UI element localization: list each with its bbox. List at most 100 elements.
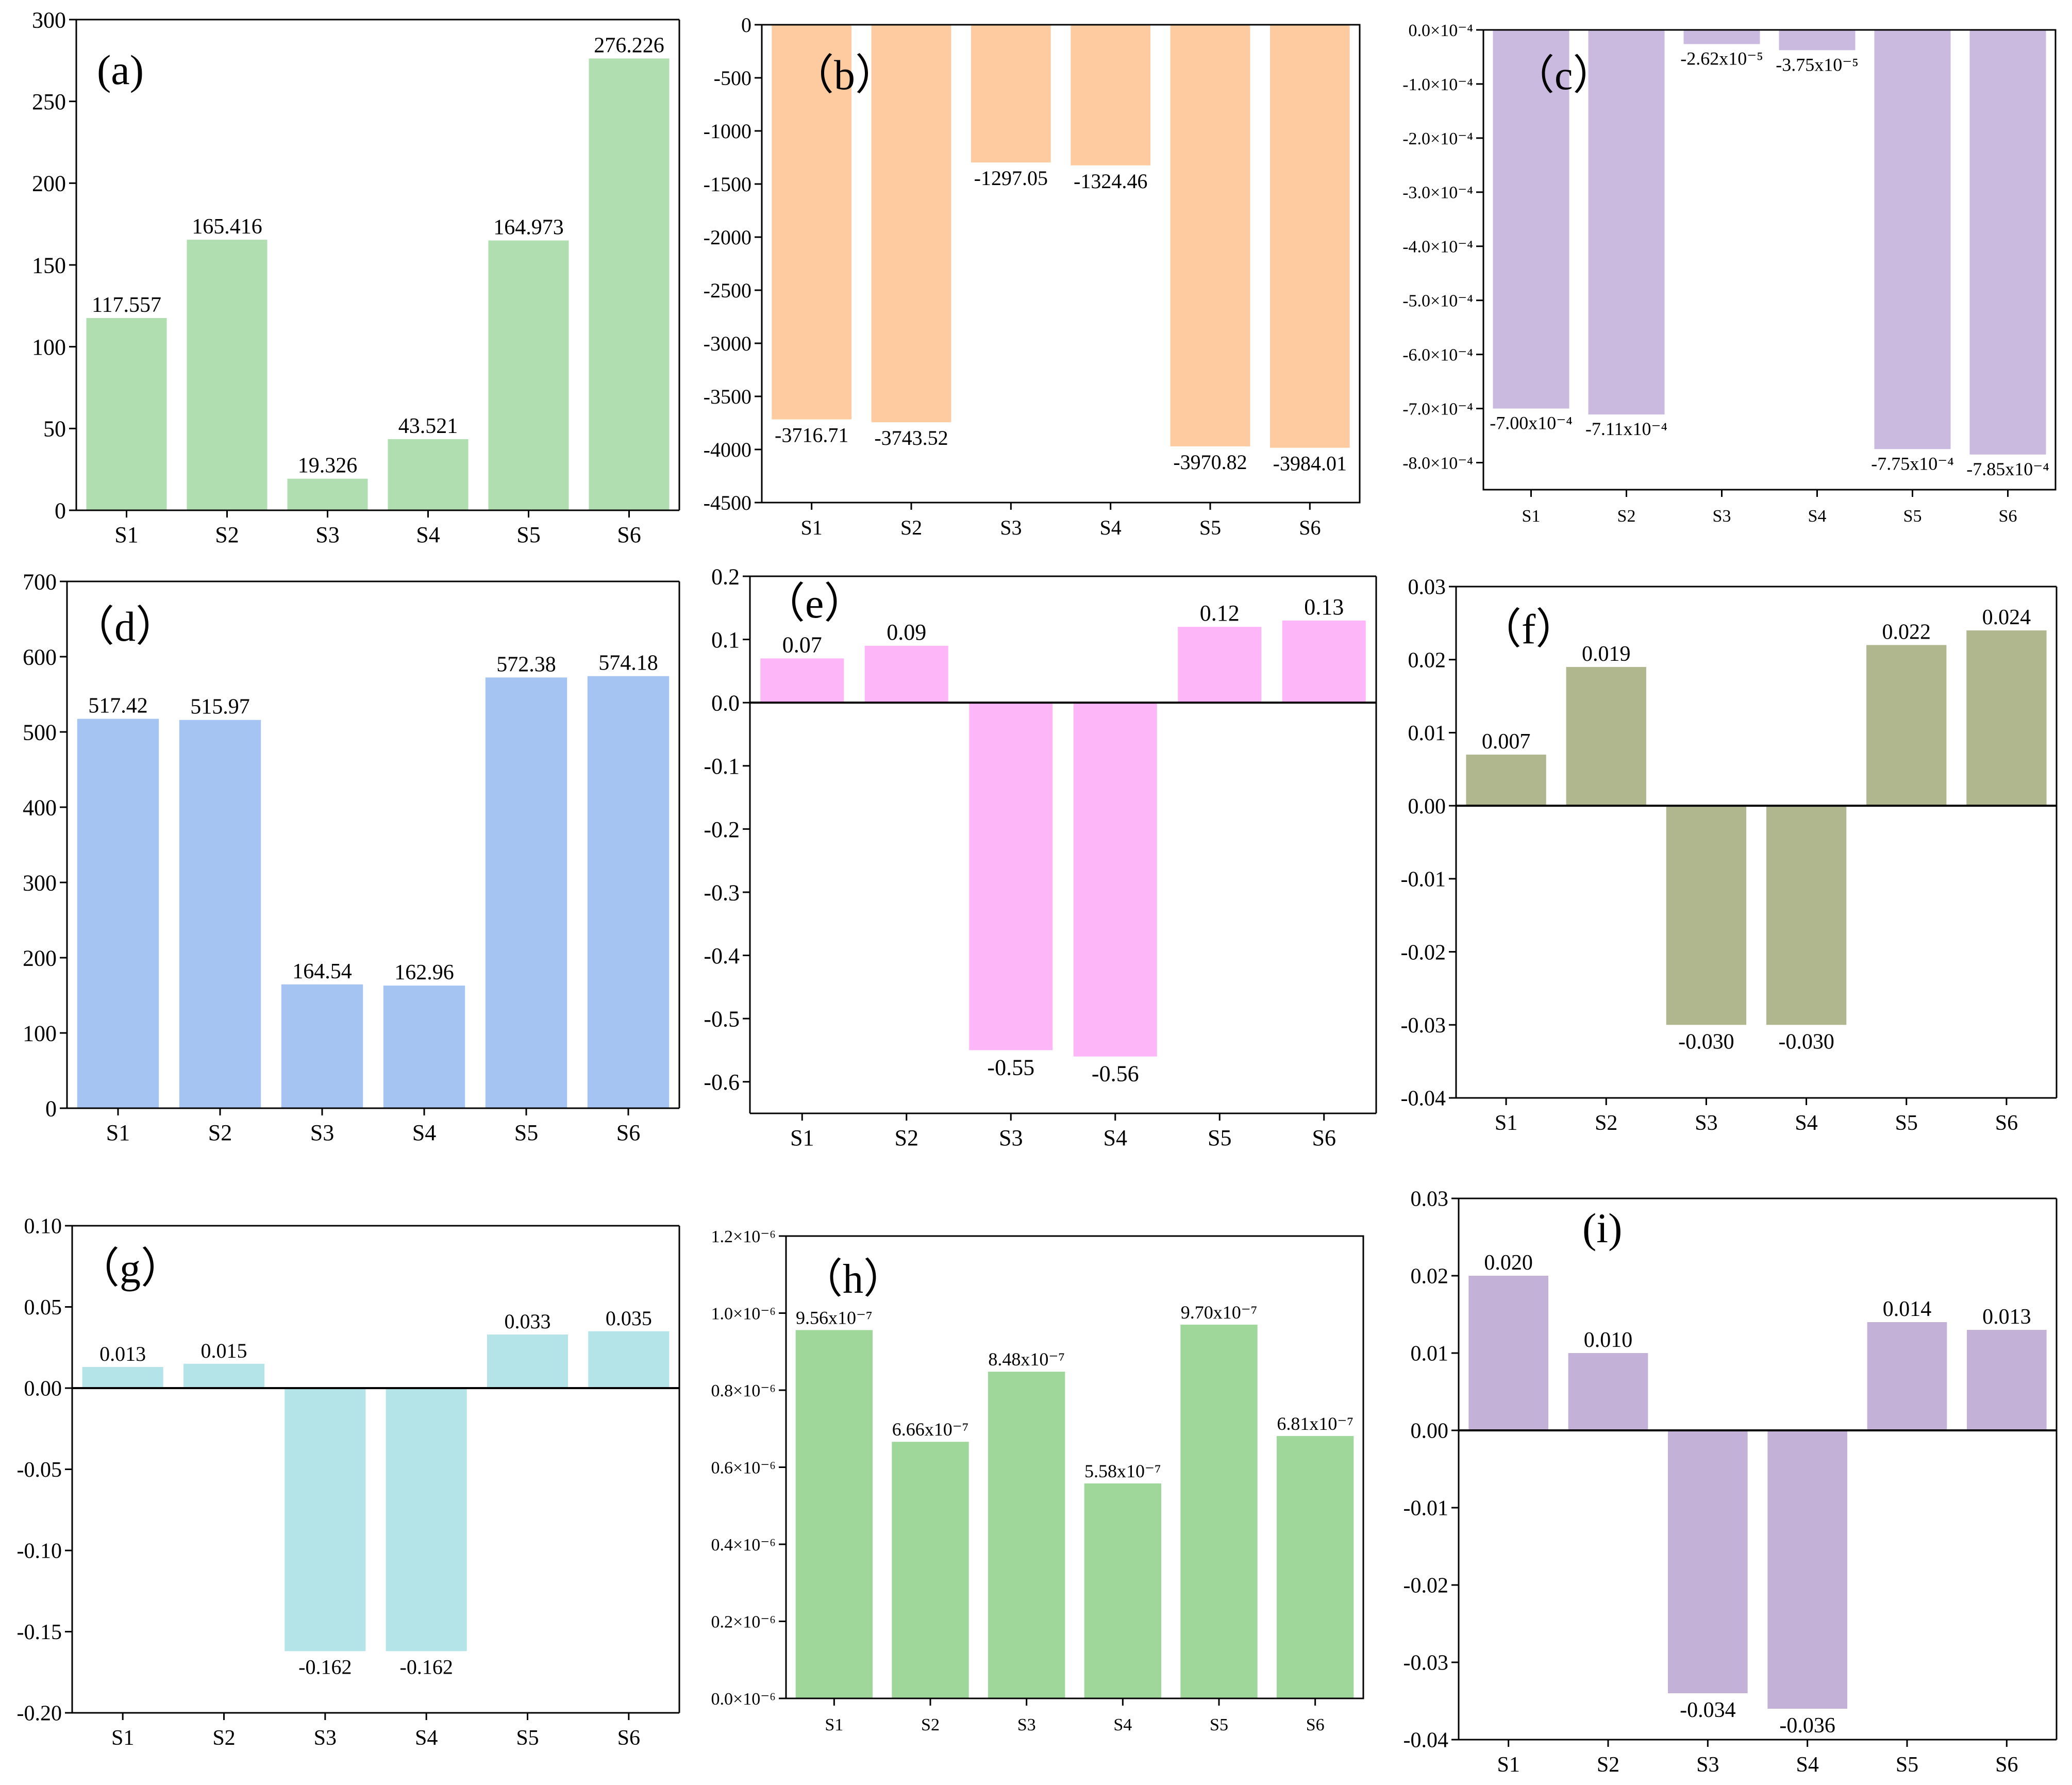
y-tick-label: 0.05	[24, 1296, 62, 1320]
y-tick-label: -0.1	[704, 754, 740, 779]
data-label: 164.973	[493, 215, 564, 239]
y-tick-label: 0.1	[711, 627, 740, 653]
bar	[1666, 806, 1747, 1025]
data-label: 517.42	[88, 694, 148, 718]
data-label: 0.024	[1982, 606, 2031, 629]
x-tick-label: S4	[1796, 1753, 1818, 1777]
y-tick-label: -4500	[704, 491, 751, 514]
data-label: 0.020	[1484, 1251, 1533, 1275]
x-tick-label: S6	[1999, 507, 2017, 526]
y-tick-label: 0.2×10⁻⁶	[711, 1612, 776, 1631]
data-label: -0.034	[1680, 1698, 1736, 1722]
data-label: -0.55	[987, 1055, 1034, 1080]
x-tick-label: S3	[315, 522, 339, 547]
y-tick-label: 0	[55, 498, 66, 523]
chart-panel: 117.557 165.416 19.326 43.521 164.973 276.226…	[32, 7, 680, 547]
data-label: 162.96	[394, 961, 454, 985]
y-tick-label: 0.00	[1411, 1420, 1449, 1443]
y-tick-label: -2000	[704, 226, 751, 249]
panel-label: (a)	[97, 46, 144, 93]
bar	[1966, 630, 2047, 806]
y-tick-label: -0.6	[704, 1070, 740, 1095]
data-label: 572.38	[496, 653, 556, 676]
bar	[1566, 666, 1646, 806]
data-label: -0.162	[298, 1655, 352, 1678]
x-tick-label: S1	[111, 1726, 134, 1750]
bar	[1277, 1436, 1354, 1698]
bar	[388, 439, 469, 510]
bar	[86, 318, 167, 510]
y-tick-label: -0.04	[1401, 1087, 1446, 1111]
y-tick-label: 200	[23, 945, 57, 971]
y-tick-label: -4000	[704, 438, 751, 461]
bar	[589, 58, 670, 511]
bar	[1967, 1330, 2047, 1430]
y-tick-label: -0.01	[1401, 868, 1446, 892]
data-label: -1297.05	[974, 166, 1048, 190]
x-tick-label: S3	[310, 1120, 334, 1145]
bar	[1468, 1276, 1548, 1430]
x-tick-label: S4	[1808, 507, 1827, 526]
bar	[587, 676, 670, 1108]
chart-panel: 9.56x10⁻⁷ 6.66x10⁻⁷ 8.48x10⁻⁷ 5.58x10⁻⁷ 9.70…	[711, 1227, 1364, 1734]
y-tick-label: 0.10	[24, 1215, 62, 1239]
bar	[1466, 754, 1546, 806]
x-tick-label: S5	[1208, 1125, 1231, 1150]
x-tick-label: S4	[1795, 1111, 1817, 1135]
x-tick-label: S1	[114, 522, 138, 547]
bar	[287, 478, 368, 510]
y-tick-label: -0.5	[704, 1007, 740, 1032]
bar	[864, 645, 948, 703]
bar	[1084, 1483, 1161, 1698]
y-tick-label: -0.02	[1403, 1574, 1449, 1598]
y-tick-label: -0.03	[1403, 1651, 1449, 1675]
data-label: 0.014	[1883, 1297, 1932, 1321]
chart-panel: -3716.71 -3743.52 -1297.05 -1324.46 -3970.82…	[704, 13, 1361, 539]
panel-label: （g）	[77, 1245, 183, 1292]
x-tick-label: S1	[106, 1120, 130, 1145]
y-tick-label: 150	[32, 253, 66, 278]
bar	[971, 25, 1051, 163]
data-label: 0.010	[1584, 1328, 1633, 1352]
y-tick-label: 200	[32, 171, 66, 196]
x-tick-label: S6	[1995, 1753, 2018, 1777]
bar	[285, 1388, 366, 1651]
y-tick-label: 0.01	[1408, 722, 1446, 745]
y-tick-label: -0.10	[17, 1540, 62, 1563]
y-tick-label: 0.01	[1411, 1342, 1449, 1366]
x-tick-label: S2	[208, 1120, 232, 1145]
bar	[1568, 1353, 1648, 1430]
data-label: -0.030	[1778, 1030, 1834, 1054]
y-tick-label: -0.05	[17, 1458, 62, 1482]
panel-label: （h）	[801, 1257, 905, 1302]
bar	[1683, 30, 1760, 44]
bar	[485, 677, 567, 1108]
data-label: -7.85x10⁻⁴	[1966, 459, 2049, 479]
bar	[1588, 30, 1665, 415]
bar	[1874, 30, 1951, 449]
bar	[1170, 25, 1250, 446]
y-tick-label: -0.3	[704, 880, 740, 905]
y-tick-label: 600	[23, 644, 57, 670]
y-tick-label: -1.0×10⁻⁴	[1402, 75, 1473, 94]
x-tick-label: S4	[412, 1120, 436, 1145]
bar	[187, 240, 268, 510]
data-label: -3984.01	[1273, 452, 1347, 475]
y-tick-label: -8.0×10⁻⁴	[1402, 454, 1473, 473]
x-tick-label: S4	[416, 522, 440, 547]
x-tick-label: S2	[895, 1125, 918, 1150]
bar	[179, 720, 261, 1108]
x-tick-label: S3	[1695, 1111, 1717, 1135]
y-tick-label: 0.02	[1411, 1265, 1449, 1289]
bar	[1969, 30, 2046, 455]
bar	[1282, 620, 1366, 703]
x-tick-label: S2	[921, 1715, 940, 1734]
data-label: -7.00x10⁻⁴	[1490, 413, 1573, 433]
y-tick-label: 0.0×10⁻⁴	[1409, 21, 1473, 40]
y-tick-label: -0.15	[17, 1621, 62, 1644]
bar	[1766, 806, 1847, 1025]
x-tick-label: S2	[900, 516, 922, 539]
y-tick-label: -1000	[704, 120, 751, 143]
bar	[892, 1442, 969, 1698]
data-label: 6.66x10⁻⁷	[892, 1419, 969, 1440]
